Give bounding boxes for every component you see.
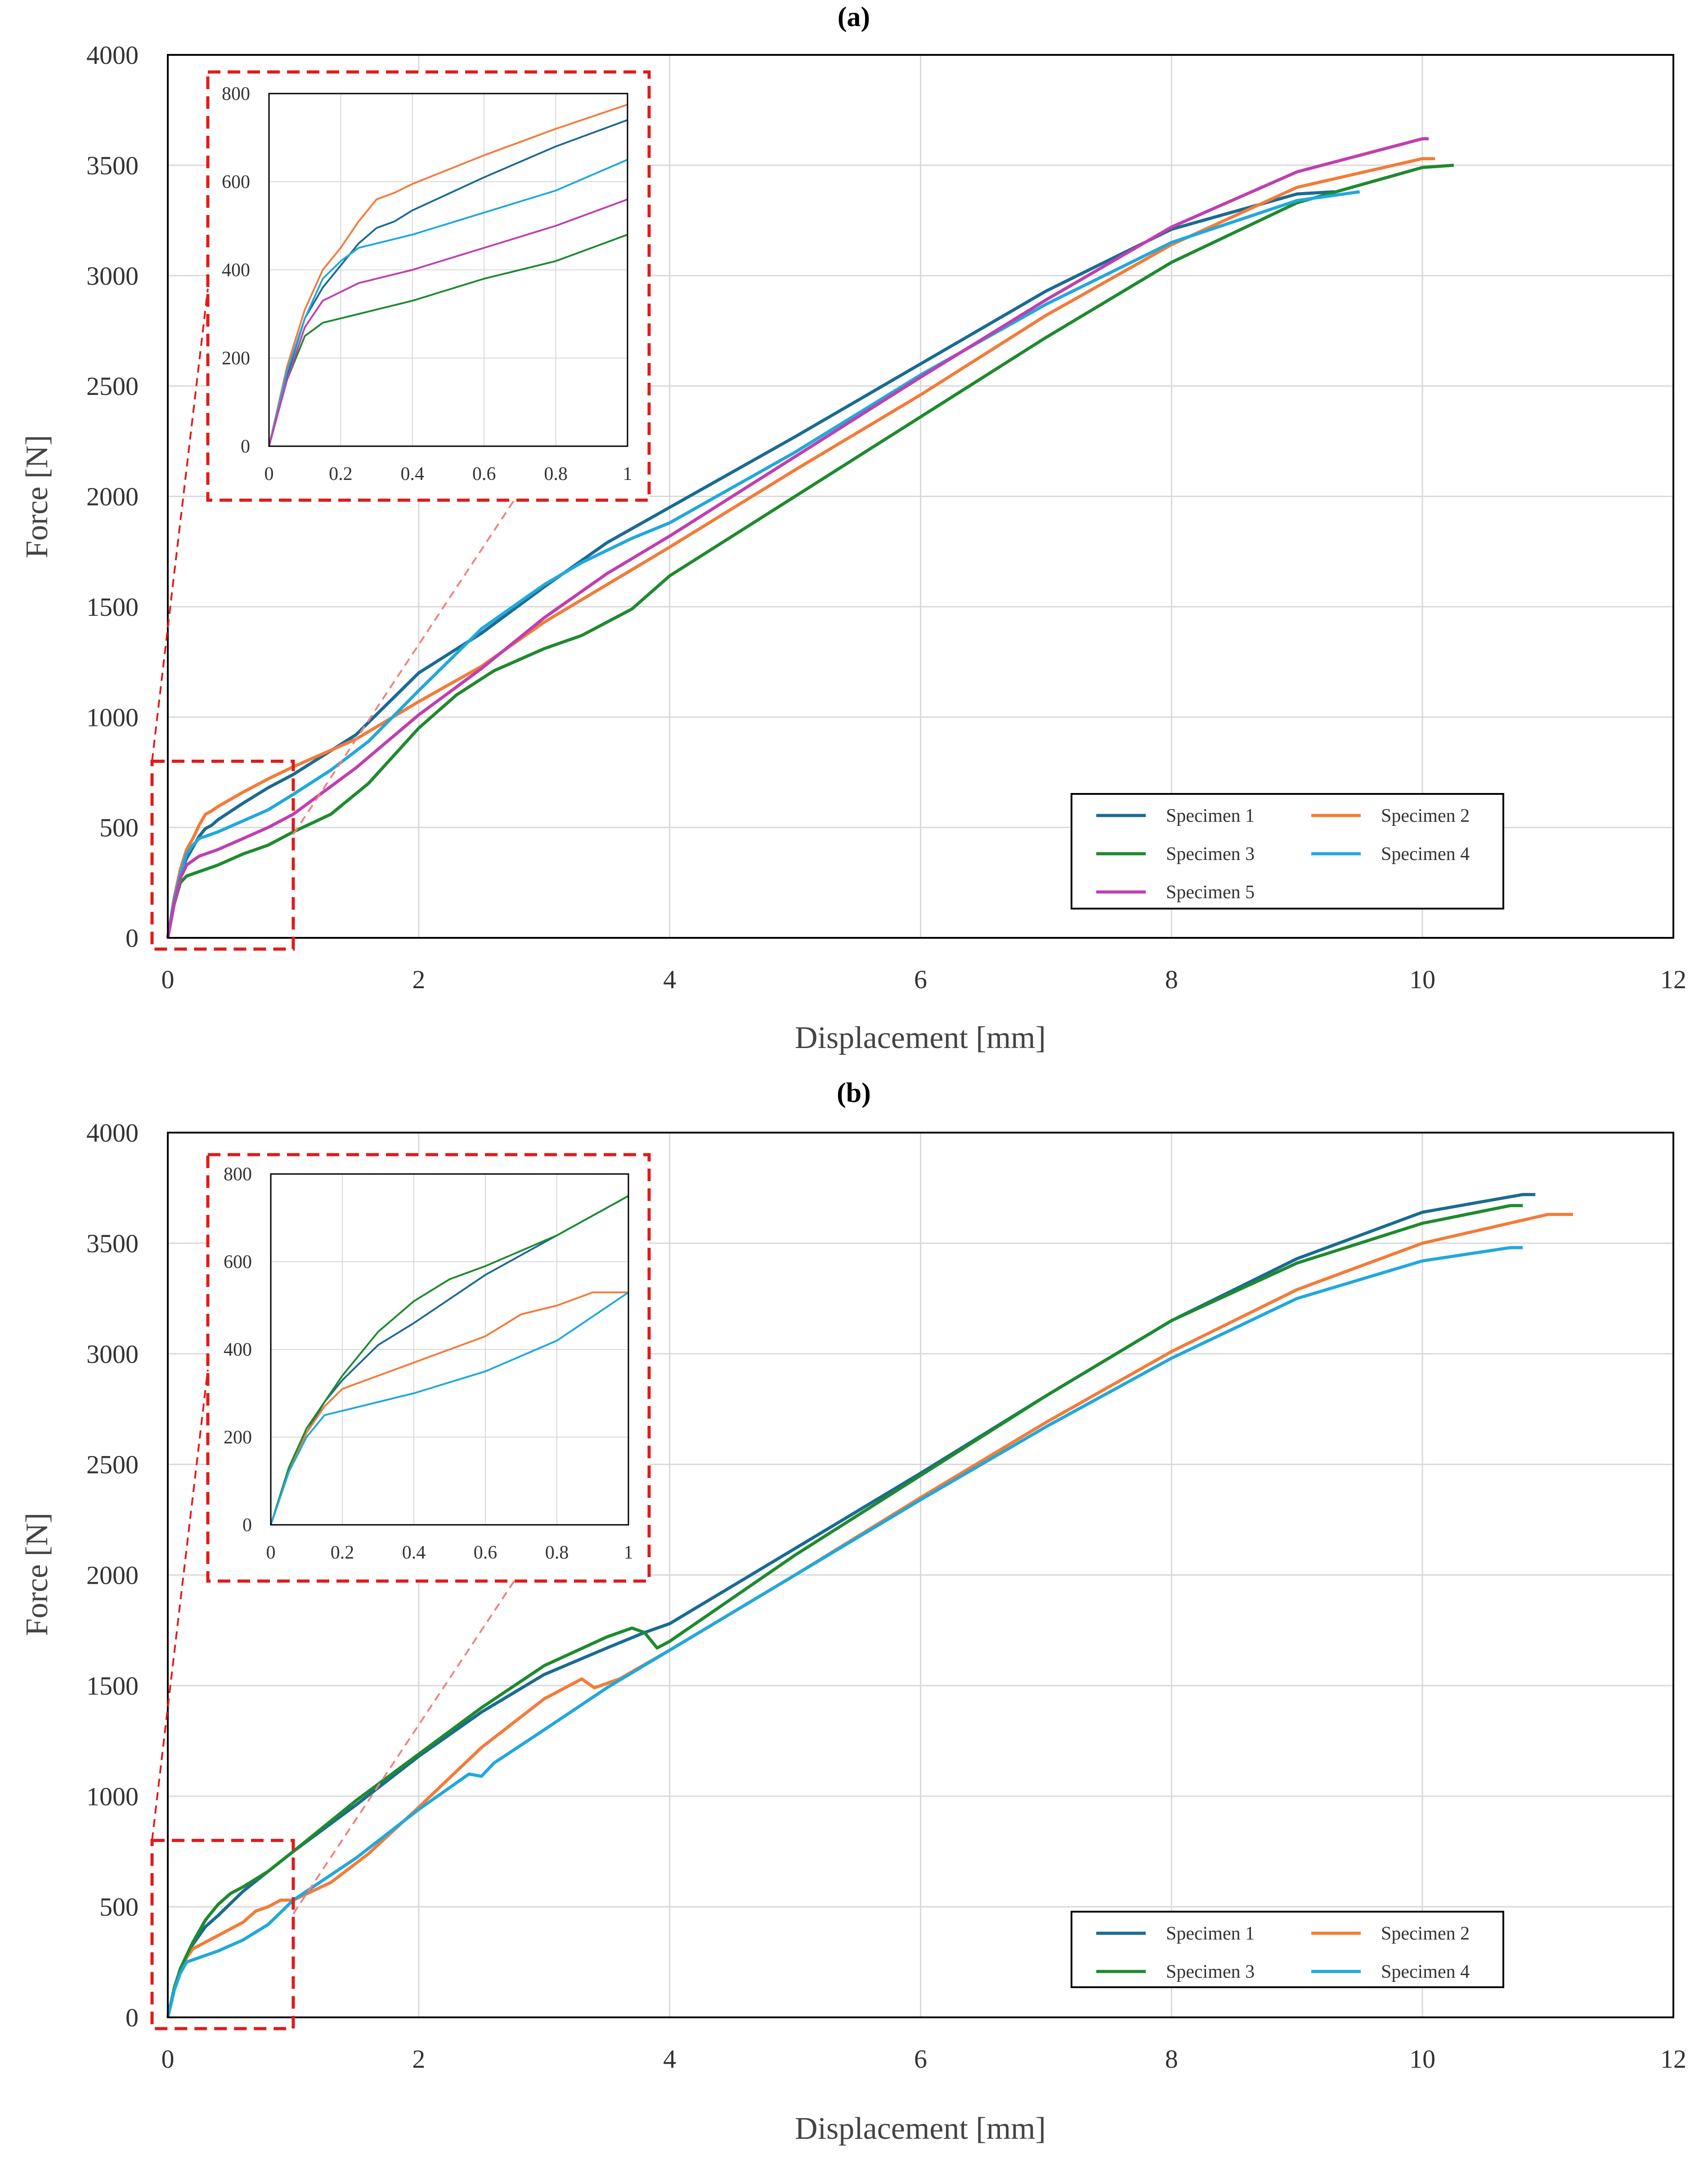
x-tick-label: 10 [1409, 2044, 1435, 2074]
inset-frame [206, 70, 651, 502]
y-tick-label: 1500 [86, 1671, 139, 1700]
panel-label: (b) [837, 1078, 871, 1108]
legend-box [1071, 1911, 1504, 1988]
legend-entry-1: Specimen 1 [1166, 806, 1255, 826]
y-tick-label: 2500 [86, 1450, 139, 1479]
y-tick-label: 0 [126, 2003, 139, 2032]
series-line-5 [166, 137, 1429, 938]
panel-label: (a) [838, 2, 870, 32]
inset-x-tick-label: 0.8 [545, 1542, 569, 1563]
inset-series-line-2 [270, 1291, 628, 1525]
zoom-region-box [150, 1839, 295, 2030]
y-tick-label: 500 [99, 813, 139, 842]
legend-box [1071, 793, 1504, 910]
plot-frame [167, 54, 1674, 939]
x-tick-label: 8 [1165, 965, 1178, 994]
panel-b: (b)0 2 4 6 8 10 120500100015002000250030003500… [20, 1078, 1686, 2146]
inset-y-tick-label: 200 [224, 1427, 252, 1448]
inset-plot-frame [270, 1173, 629, 1526]
inset-x-tick-label: 0.6 [474, 1542, 498, 1563]
x-axis-label: Displacement [mm] [795, 1021, 1046, 1055]
series-line-3 [166, 163, 1454, 938]
y-axis-label: Force [N] [20, 1513, 54, 1636]
y-axis-label: Force [N] [20, 435, 54, 558]
y-tick-label: 2500 [86, 372, 139, 401]
x-tick-label: 6 [914, 2044, 927, 2074]
inset-series-line-4 [268, 159, 628, 447]
series-line-2 [166, 1213, 1573, 2018]
x-tick-label: 2 [412, 965, 425, 994]
inset-series-line-5 [268, 198, 628, 447]
inset-x-tick-label: 0.4 [401, 464, 425, 484]
y-tick-label: 1000 [86, 1782, 139, 1811]
inset-x-tick-label: 0.4 [402, 1542, 426, 1563]
inset-x-tick-label: 0.2 [331, 1542, 354, 1563]
inset-series-line-2 [268, 103, 628, 447]
x-tick-label: 12 [1660, 965, 1686, 994]
panel-a: (a)0 2 4 6 8 10 120500100015002000250030003500… [20, 2, 1686, 1055]
legend-entry-3: Specimen 3 [1166, 1962, 1255, 1982]
plot-frame [167, 1132, 1674, 2018]
y-tick-label: 0 [126, 923, 139, 953]
inset-y-tick-label: 400 [224, 1340, 252, 1360]
inset-series-line-4 [270, 1291, 629, 1525]
inset-y-tick-label: 200 [222, 348, 250, 369]
inset-series-line-3 [268, 233, 628, 447]
x-tick-label: 4 [663, 965, 676, 994]
series-line-4 [166, 190, 1360, 938]
x-tick-label: 8 [1165, 2044, 1178, 2074]
inset-x-tick-label: 1 [624, 1542, 633, 1563]
x-axis-label: Displacement [mm] [795, 2111, 1046, 2146]
y-tick-label: 1500 [86, 592, 139, 622]
inset-y-tick-label: 400 [222, 260, 250, 281]
legend-entry-4: Specimen 4 [1381, 1962, 1470, 1982]
x-tick-label: 6 [914, 965, 927, 994]
inset-x-tick-label: 0.8 [544, 464, 568, 484]
inset-x-tick-label: 0.6 [472, 464, 496, 484]
y-tick-label: 2000 [86, 482, 139, 511]
y-tick-label: 3500 [86, 1229, 139, 1258]
y-tick-label: 3000 [86, 261, 139, 291]
inset-x-tick-label: 0 [264, 464, 274, 484]
x-tick-label: 4 [663, 2044, 676, 2074]
zoom-region-box [150, 759, 295, 951]
y-tick-label: 3500 [86, 151, 139, 180]
inset-y-tick-label: 600 [222, 172, 250, 193]
inset-x-tick-label: 0 [266, 1542, 276, 1563]
inset-y-tick-label: 600 [224, 1252, 252, 1272]
connector-line [151, 288, 209, 762]
inset-y-tick-label: 800 [224, 1164, 252, 1185]
inset-x-tick-label: 1 [623, 464, 632, 484]
y-tick-label: 4000 [86, 40, 139, 70]
y-tick-label: 3000 [86, 1340, 139, 1369]
y-tick-label: 2000 [86, 1561, 139, 1590]
legend-entry-1: Specimen 1 [1166, 1923, 1255, 1944]
legend-entry-2: Specimen 2 [1381, 806, 1470, 826]
legend-entry-3: Specimen 3 [1166, 844, 1255, 865]
inset-series-line-3 [270, 1195, 629, 1525]
y-tick-label: 1000 [86, 703, 139, 732]
inset-y-tick-label: 0 [242, 1515, 252, 1536]
x-tick-label: 2 [412, 2044, 425, 2074]
inset-y-tick-label: 0 [241, 436, 250, 457]
series-line-4 [166, 1246, 1523, 2018]
x-tick-label: 0 [161, 965, 175, 994]
inset-y-tick-label: 800 [222, 84, 250, 104]
inset-x-tick-label: 0.2 [329, 464, 353, 484]
series-line-3 [166, 1204, 1523, 2018]
legend-entry-4: Specimen 4 [1381, 844, 1470, 865]
y-tick-label: 500 [99, 1892, 139, 1922]
legend-entry-5: Specimen 5 [1166, 882, 1255, 903]
x-tick-label: 10 [1409, 965, 1435, 994]
x-tick-label: 0 [161, 2044, 175, 2074]
connector-line [151, 1369, 209, 1841]
y-tick-label: 4000 [86, 1118, 139, 1147]
x-tick-label: 12 [1660, 2044, 1686, 2074]
inset-plot-frame [268, 93, 628, 447]
legend-entry-2: Specimen 2 [1381, 1923, 1470, 1944]
